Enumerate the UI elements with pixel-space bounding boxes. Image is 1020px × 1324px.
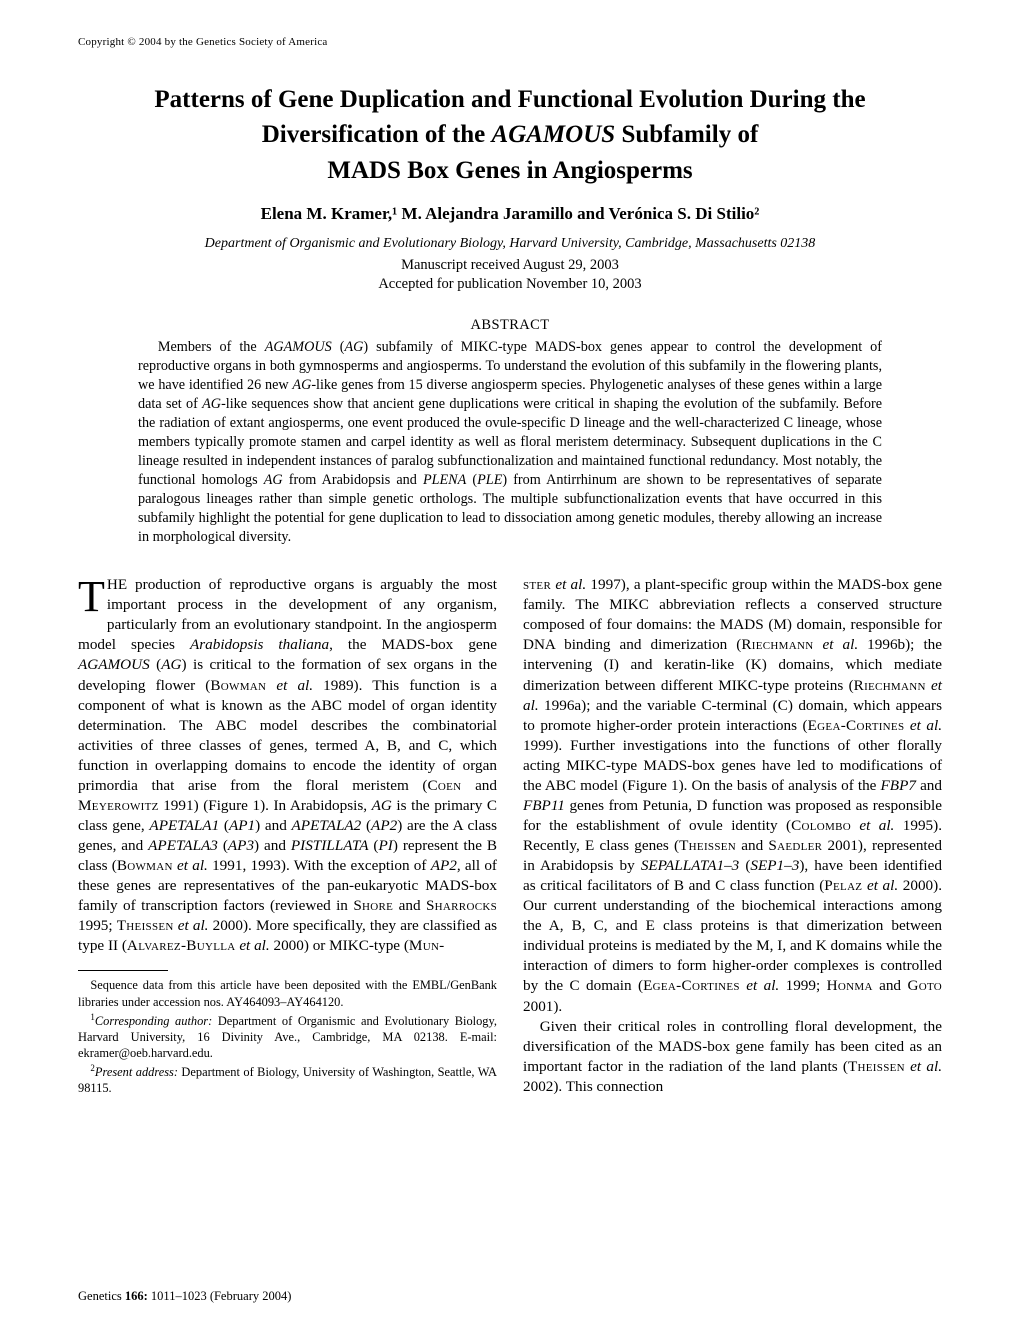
abstract-heading: ABSTRACT — [78, 317, 942, 334]
title-block: Patterns of Gene Duplication and Functio… — [78, 84, 942, 295]
title-line-3: MADS Box Genes in Angiosperms — [78, 155, 942, 186]
running-footer: Genetics 166: 1011–1023 (February 2004) — [78, 1289, 291, 1304]
footnote-corresponding: 1Corresponding author: Department of Org… — [78, 1012, 497, 1062]
accepted-date: Accepted for publication November 10, 20… — [78, 275, 942, 295]
body-columns: THE production of reproductive organs is… — [78, 575, 942, 1098]
right-column: ster et al. 1997), a plant-specific grou… — [523, 575, 942, 1098]
paper-page: Copyright © 2004 by the Genetics Society… — [0, 0, 1020, 1324]
body-para-right-2: Given their critical roles in controllin… — [523, 1017, 942, 1097]
title-line-1: Patterns of Gene Duplication and Functio… — [78, 84, 942, 115]
body-para-right-1: ster et al. 1997), a plant-specific grou… — [523, 575, 942, 1016]
footnote-rule — [78, 970, 168, 971]
abstract-text: Members of the AGAMOUS (AG) subfamily of… — [138, 338, 882, 547]
footnote-deposit: Sequence data from this article have bee… — [78, 977, 497, 1009]
authors-line: Elena M. Kramer,¹ M. Alejandra Jaramillo… — [78, 204, 942, 224]
copyright-line: Copyright © 2004 by the Genetics Society… — [78, 36, 942, 48]
footnote-present-address: 2Present address: Department of Biology,… — [78, 1063, 497, 1096]
title-line-2: Diversification of the AGAMOUS Subfamily… — [78, 119, 942, 150]
body-para-left: THE production of reproductive organs is… — [78, 575, 497, 956]
dropcap: T — [78, 575, 107, 617]
manuscript-received: Manuscript received August 29, 2003 — [78, 256, 942, 276]
footnotes: Sequence data from this article have bee… — [78, 977, 497, 1096]
affiliation-line: Department of Organismic and Evolutionar… — [78, 236, 942, 252]
title-italic: AGAMOUS — [492, 121, 616, 148]
left-column: THE production of reproductive organs is… — [78, 575, 497, 1098]
